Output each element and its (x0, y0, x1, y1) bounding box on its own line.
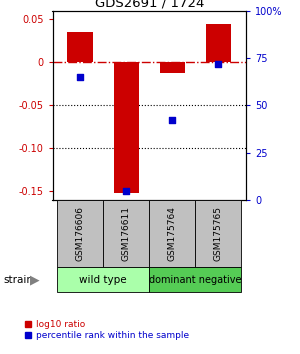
Point (78, 74, 82, 80)
Text: GSM175765: GSM175765 (214, 206, 223, 261)
Bar (195, 200, 242, 267)
Text: GSM175764: GSM175764 (168, 206, 177, 261)
Bar (149, 200, 195, 267)
Point (216, 61, 221, 67)
Bar (206, 24, 231, 62)
Text: wild type: wild type (80, 275, 127, 285)
Point (170, 118, 175, 123)
Legend: log10 ratio, percentile rank within the sample: log10 ratio, percentile rank within the … (25, 320, 189, 341)
Text: strain: strain (3, 275, 33, 285)
Text: GSM176611: GSM176611 (122, 206, 131, 261)
Bar (160, 62, 185, 73)
Bar (149, 267, 242, 292)
Bar (113, 62, 139, 193)
Bar (68, 32, 93, 62)
Point (124, 188, 129, 193)
Bar (57, 267, 149, 292)
Bar (103, 200, 149, 267)
Bar (57, 200, 103, 267)
Text: ▶: ▶ (30, 273, 40, 286)
Text: GSM176606: GSM176606 (76, 206, 85, 261)
Text: dominant negative: dominant negative (149, 275, 242, 285)
Title: GDS2691 / 1724: GDS2691 / 1724 (94, 0, 204, 10)
